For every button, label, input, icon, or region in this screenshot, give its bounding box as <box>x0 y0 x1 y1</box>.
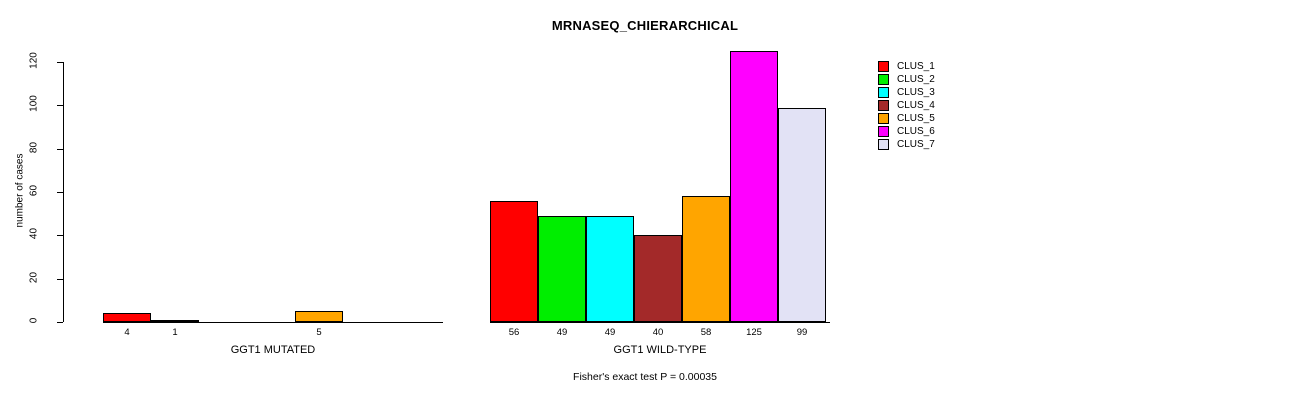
legend-item-label: CLUS_6 <box>897 126 935 137</box>
bar-value-label: 40 <box>652 327 664 338</box>
legend-item-label: CLUS_7 <box>897 139 935 150</box>
bar[interactable] <box>538 215 586 322</box>
y-axis-tick <box>57 235 63 237</box>
bar[interactable] <box>586 215 634 322</box>
bar[interactable] <box>151 319 199 322</box>
y-axis-tick <box>57 278 63 280</box>
fisher-test-annotation: Fisher's exact test P = 0.00035 <box>573 371 717 383</box>
bar[interactable] <box>490 200 538 322</box>
bars-layer <box>103 51 826 322</box>
chart-title: MRNASEQ_CHIERARCHICAL <box>551 18 739 33</box>
bar[interactable] <box>682 196 730 322</box>
legend-item[interactable]: CLUS_2 <box>878 73 935 86</box>
legend-item[interactable]: CLUS_4 <box>878 99 935 112</box>
legend-item[interactable]: CLUS_1 <box>878 60 935 73</box>
legend-swatch-icon <box>878 100 889 111</box>
y-axis-line <box>63 62 64 322</box>
legend-item[interactable]: CLUS_6 <box>878 125 935 138</box>
bar-value-label: 49 <box>556 327 568 338</box>
bar-value-label: 125 <box>746 327 762 338</box>
legend-item[interactable]: CLUS_5 <box>878 112 935 125</box>
bar-value-label: 99 <box>796 327 808 338</box>
legend-swatch-icon <box>878 113 889 124</box>
legend-swatch-icon <box>878 61 889 72</box>
bar[interactable] <box>730 51 778 322</box>
legend-item-label: CLUS_5 <box>897 113 935 124</box>
legend-item[interactable]: CLUS_3 <box>878 86 935 99</box>
y-axis-tick <box>57 192 63 193</box>
legend-item-label: CLUS_1 <box>897 61 935 72</box>
bar-value-label: 56 <box>508 327 520 338</box>
legend-swatch-icon <box>878 74 889 85</box>
group-label: GGT1 WILD-TYPE <box>613 344 707 356</box>
legend-swatch-icon <box>878 126 889 137</box>
y-axis-tick <box>57 322 63 323</box>
group-baseline <box>103 322 443 323</box>
group-baseline <box>490 322 830 323</box>
group-label: GGT1 MUTATED <box>230 344 316 356</box>
bar-value-label: 5 <box>316 327 322 338</box>
legend-item-label: CLUS_3 <box>897 87 935 98</box>
legend-item[interactable]: CLUS_7 <box>878 138 935 151</box>
bar[interactable] <box>295 311 343 322</box>
legend-swatch-icon <box>878 87 889 98</box>
bar[interactable] <box>778 107 826 322</box>
y-axis-tick <box>57 105 63 107</box>
bar[interactable] <box>634 235 682 322</box>
legend-swatch-icon <box>878 139 889 150</box>
bar-value-label: 49 <box>604 327 616 338</box>
bar-value-label: 1 <box>172 327 178 338</box>
bar-value-label: 4 <box>124 327 130 338</box>
bar-value-label: 58 <box>700 327 712 338</box>
legend-item-label: CLUS_4 <box>897 100 935 111</box>
y-axis-tick <box>57 148 63 150</box>
legend-item-label: CLUS_2 <box>897 74 935 85</box>
y-axis-tick <box>57 62 63 63</box>
legend: CLUS_1 CLUS_2 CLUS_3 CLUS_4 CLUS_5 CLUS_6 CLUS… <box>878 60 935 151</box>
bar[interactable] <box>103 313 151 322</box>
